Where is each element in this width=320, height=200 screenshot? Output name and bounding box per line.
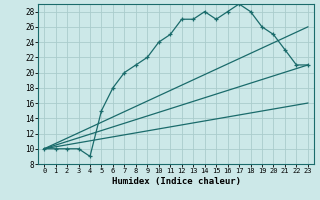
X-axis label: Humidex (Indice chaleur): Humidex (Indice chaleur) — [111, 177, 241, 186]
